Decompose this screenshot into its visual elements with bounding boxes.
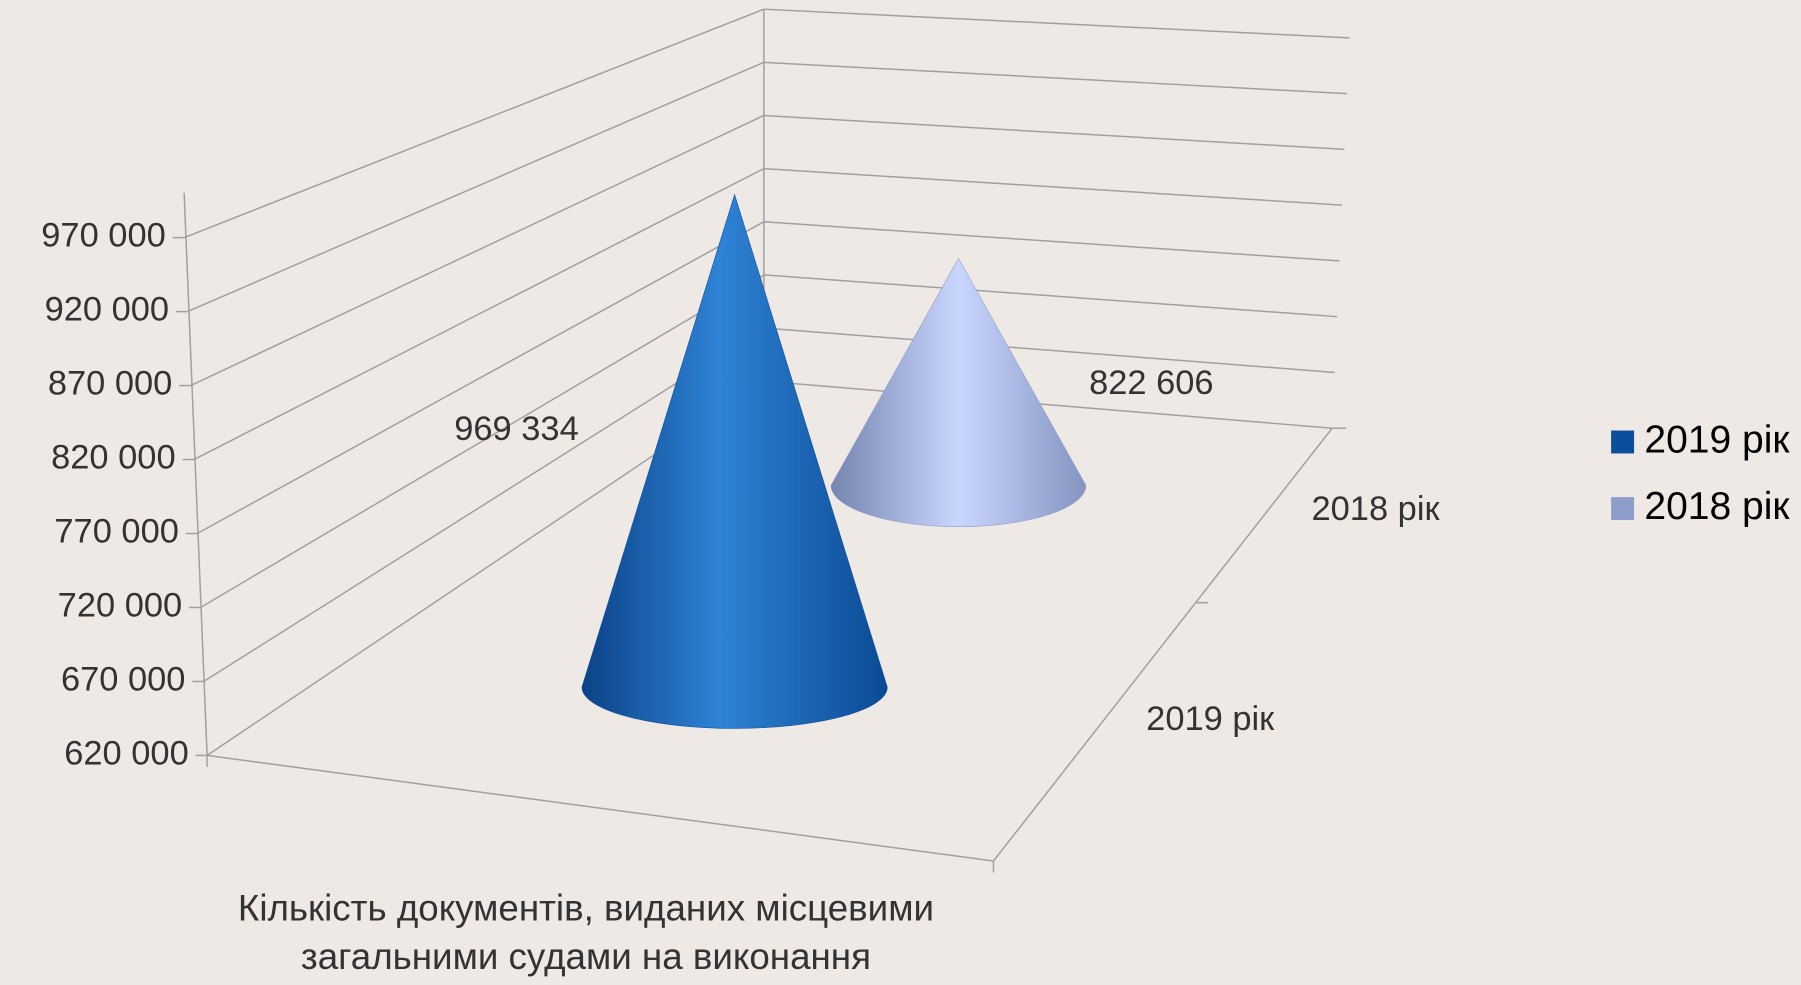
grid-line bbox=[763, 327, 1335, 374]
legend-swatch bbox=[1611, 430, 1635, 454]
y-axis-line bbox=[183, 192, 208, 756]
grid-line bbox=[190, 114, 765, 387]
grid-line bbox=[200, 274, 765, 609]
x-axis-line bbox=[206, 754, 994, 862]
grid-line bbox=[763, 114, 1345, 151]
value-label: 969 334 bbox=[454, 410, 578, 448]
depth-label: 2019 рік bbox=[1146, 700, 1275, 738]
category-label: Кількість документів, виданих місцевими … bbox=[237, 887, 934, 977]
grid-line bbox=[763, 380, 1333, 429]
grid-line bbox=[763, 8, 1350, 39]
x-label-box: Кількість документів, виданих місцевими … bbox=[237, 887, 934, 977]
y-tick-label: 970 000 bbox=[41, 217, 165, 255]
y-tick-label: 620 000 bbox=[64, 734, 188, 772]
cone bbox=[830, 257, 1087, 527]
grid-line bbox=[183, 8, 765, 239]
grid-line bbox=[763, 220, 1340, 262]
y-tick-label: 720 000 bbox=[58, 587, 182, 625]
axes bbox=[183, 192, 1346, 873]
grid-line bbox=[763, 61, 1347, 95]
grid-line bbox=[203, 327, 765, 683]
grid-line bbox=[763, 167, 1343, 206]
y-tick-label: 770 000 bbox=[54, 513, 178, 551]
legend-label: 2019 рік bbox=[1644, 418, 1790, 461]
y-tick-label: 920 000 bbox=[45, 291, 169, 329]
grid-line bbox=[763, 274, 1338, 318]
cone bbox=[581, 193, 888, 729]
legend-label: 2018 рік bbox=[1644, 485, 1790, 528]
y-tick-label: 820 000 bbox=[51, 439, 175, 477]
value-label: 822 606 bbox=[1089, 364, 1213, 402]
y-tick-label: 870 000 bbox=[48, 365, 172, 403]
cone-part bbox=[581, 193, 888, 729]
grid-line bbox=[196, 221, 765, 535]
grid-line bbox=[193, 167, 765, 461]
cone-part bbox=[830, 257, 1087, 527]
legend-swatch bbox=[1611, 497, 1635, 521]
grid-line bbox=[187, 61, 765, 313]
depth-axis-line bbox=[992, 427, 1333, 862]
depth-label: 2018 рік bbox=[1311, 490, 1440, 528]
y-tick-label: 670 000 bbox=[61, 661, 185, 699]
